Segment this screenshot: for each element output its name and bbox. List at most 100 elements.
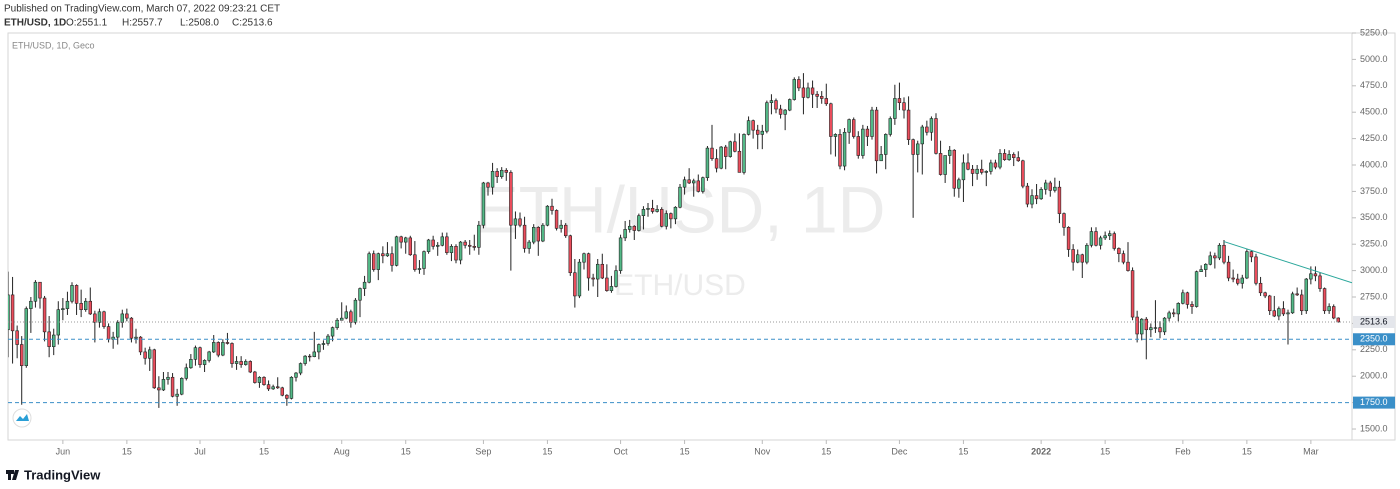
brand-name: TradingView (24, 467, 101, 482)
candle-body (458, 241, 463, 261)
y-tick-label: 4500.0 (1360, 107, 1388, 117)
x-tick-label: Mar (1303, 446, 1319, 456)
x-tick-label: Dec (891, 446, 908, 456)
candle-body (1107, 233, 1112, 237)
x-tick-label: 15 (122, 446, 132, 456)
candle-body (417, 268, 422, 270)
candle-body (563, 224, 568, 237)
candle-body (467, 244, 472, 247)
candle-body (1190, 304, 1194, 307)
candle-body (33, 281, 38, 302)
candle-body (783, 109, 787, 115)
candle-body (1245, 251, 1249, 279)
y-tick-label: 2750.0 (1360, 291, 1388, 301)
x-tick-label: 15 (542, 446, 552, 456)
x-tick-label: 15 (821, 446, 831, 456)
candle-body (989, 162, 993, 172)
candle-body (216, 342, 221, 356)
candle-body (856, 136, 861, 156)
watermark: ETH/USD, 1D (475, 172, 886, 246)
candle-body (166, 376, 170, 380)
candle-body (29, 300, 33, 309)
candle-body (207, 351, 211, 361)
candle-body (733, 141, 737, 152)
published-line: Published on TradingView.com, March 07, … (4, 4, 280, 15)
candle-body (490, 171, 495, 188)
candle-body (42, 297, 47, 333)
candle-body (51, 334, 56, 347)
candle-body (577, 261, 582, 297)
candle-body (152, 349, 157, 389)
candle-body (1194, 271, 1199, 307)
candle-body (257, 376, 262, 383)
candle-body (97, 311, 102, 323)
candle-body (925, 126, 929, 133)
candle-body (947, 149, 952, 156)
candle-body (929, 118, 934, 133)
candle-body (710, 147, 714, 159)
candle-body (815, 93, 819, 97)
candle-body (495, 171, 499, 177)
candle-body (1094, 231, 1098, 246)
candle-body (422, 251, 426, 269)
candle-body (1139, 318, 1144, 335)
candle-body (742, 134, 746, 173)
candle-body (102, 311, 106, 327)
candle-body (911, 139, 915, 155)
candle-body (1203, 263, 1208, 270)
candle-body (1281, 308, 1286, 315)
candle-body (737, 150, 742, 173)
candle-body (595, 263, 600, 280)
candle-body (810, 87, 815, 95)
candle-body (504, 169, 509, 173)
candle-body (865, 128, 870, 137)
candle-body (618, 237, 623, 271)
candle-body (390, 253, 394, 266)
candle-body (211, 342, 216, 353)
candle-body (893, 98, 897, 119)
candle-body (454, 246, 458, 261)
candle-body (440, 236, 445, 246)
candle-body (1176, 303, 1181, 315)
candle-body (701, 177, 705, 192)
candle-body (179, 378, 184, 395)
candle-body (326, 335, 330, 344)
candle-body (915, 143, 920, 155)
candle-body (1002, 153, 1007, 161)
candle-body (239, 361, 243, 365)
candle-body (184, 367, 189, 379)
candle-body (861, 128, 865, 156)
candle-body (120, 313, 125, 323)
brand (6, 470, 19, 480)
candle-body (554, 210, 559, 229)
candle-body (687, 179, 691, 184)
candle-body (1267, 295, 1272, 312)
logo-badge (12, 408, 32, 428)
candle-body (38, 281, 42, 299)
candle-body (513, 218, 518, 226)
candle-body (1304, 278, 1309, 312)
candle-body (897, 98, 902, 103)
y-tick-label: 1500.0 (1360, 423, 1388, 433)
candle-body (445, 236, 449, 253)
level-label-box (1353, 396, 1395, 409)
quote: L:2508.0 (180, 18, 219, 29)
candle-body (961, 162, 966, 181)
last-price-box (1353, 315, 1395, 328)
candle-body (431, 239, 435, 247)
level-label: 2350.0 (1360, 334, 1388, 344)
candle-body (1258, 282, 1263, 294)
candle-body (518, 218, 522, 226)
candle-body (134, 336, 138, 339)
candle-body (659, 209, 664, 227)
candle-body (170, 376, 175, 397)
candle-body (705, 147, 710, 178)
candle-body (1263, 292, 1267, 297)
candle-body (1085, 244, 1089, 263)
candle-body (1199, 269, 1203, 272)
x-tick-label: 15 (958, 446, 968, 456)
candle-body (15, 330, 19, 345)
candle-body (1149, 327, 1153, 331)
candle-body (1126, 261, 1130, 271)
candle-body (376, 253, 381, 270)
